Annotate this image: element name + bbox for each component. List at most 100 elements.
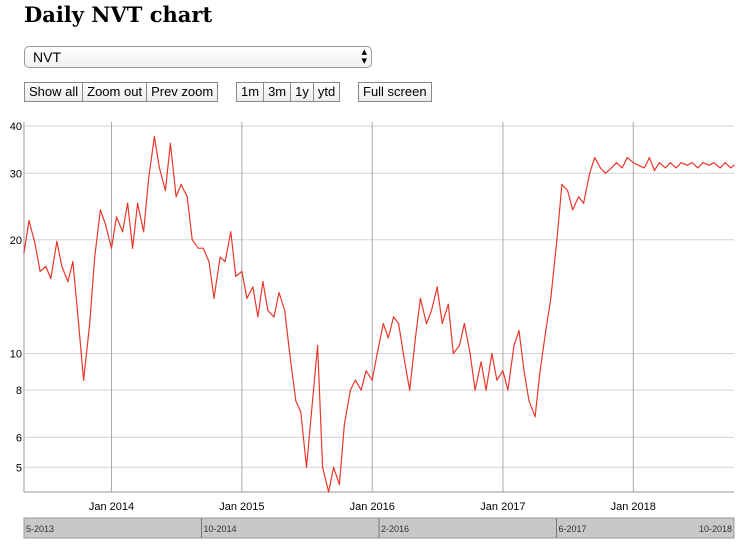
data-point — [436, 286, 438, 288]
data-point — [648, 157, 650, 159]
data-point — [621, 167, 623, 169]
data-point — [61, 265, 63, 268]
data-point — [45, 265, 47, 268]
fullscreen-button[interactable]: Full screen — [358, 82, 432, 102]
data-point — [376, 352, 378, 355]
data-point — [518, 329, 520, 332]
data-point — [626, 157, 628, 159]
data-point — [387, 337, 389, 339]
data-point — [653, 169, 655, 172]
data-point — [398, 323, 400, 325]
data-point — [202, 247, 204, 249]
x-tick-label: Jan 2018 — [611, 501, 656, 513]
prev-zoom-button[interactable]: Prev zoom — [147, 82, 219, 102]
page-title: Daily NVT chart — [24, 2, 213, 27]
data-point — [632, 162, 634, 164]
navigator-label: 6-2017 — [559, 524, 587, 534]
data-point — [186, 196, 188, 198]
data-point — [697, 167, 699, 169]
range-3m-button[interactable]: 3m — [264, 82, 292, 102]
data-point — [23, 251, 25, 254]
data-point — [191, 239, 193, 241]
data-point — [452, 352, 454, 355]
data-point — [404, 361, 406, 363]
data-point — [719, 167, 721, 169]
data-point — [67, 281, 69, 283]
data-point — [594, 157, 596, 159]
navigator-label: 10-2014 — [204, 524, 237, 534]
data-point — [669, 162, 672, 164]
data-point — [136, 202, 139, 204]
data-point — [230, 231, 232, 233]
data-point — [289, 352, 291, 355]
data-point — [485, 389, 487, 391]
data-point — [615, 162, 618, 164]
data-point — [414, 337, 417, 339]
data-point — [664, 167, 667, 169]
data-point — [164, 189, 167, 192]
data-point — [474, 389, 476, 391]
data-point — [246, 297, 248, 299]
data-point — [702, 162, 704, 164]
range-ytd-button[interactable]: ytd — [313, 82, 341, 102]
range-button-group: 1m 3m 1y ytd — [236, 82, 341, 102]
data-point — [733, 164, 735, 166]
data-point — [610, 167, 613, 169]
series-layer — [23, 136, 735, 493]
data-point — [561, 183, 563, 186]
data-point — [89, 323, 91, 325]
data-point — [371, 379, 373, 381]
data-point — [99, 209, 102, 211]
zoom-out-button[interactable]: Zoom out — [83, 82, 148, 102]
fullscreen-button-group: Full screen — [358, 82, 432, 102]
data-point — [78, 323, 80, 325]
data-point — [599, 167, 602, 169]
data-point — [278, 291, 280, 294]
data-point — [566, 189, 569, 192]
data-point — [148, 178, 150, 180]
x-tick-label: Jan 2016 — [350, 501, 395, 513]
data-point — [153, 136, 155, 138]
y-tick-label: 8 — [16, 385, 22, 397]
data-point — [175, 196, 177, 198]
data-point — [534, 416, 536, 418]
data-point — [295, 400, 297, 402]
x-tick-label: Jan 2015 — [219, 501, 264, 513]
data-point — [115, 216, 118, 218]
data-point — [180, 183, 182, 186]
data-point — [131, 247, 134, 249]
x-tick-label: Jan 2017 — [480, 501, 525, 513]
data-point — [419, 297, 422, 299]
data-point — [430, 309, 433, 312]
show-all-button[interactable]: Show all — [24, 82, 84, 102]
data-point — [235, 275, 237, 277]
range-1y-button[interactable]: 1y — [291, 82, 314, 102]
data-point — [56, 240, 58, 243]
data-point — [458, 344, 460, 347]
data-point — [724, 162, 726, 164]
data-point — [556, 239, 558, 241]
data-point — [360, 389, 362, 391]
data-point — [104, 223, 107, 225]
y-tick-label: 10 — [10, 349, 22, 361]
navigator[interactable]: 5-2013 10-2014 2-2016 6-2017 10-2018 — [23, 517, 735, 539]
data-point — [343, 423, 345, 425]
data-point — [158, 167, 160, 169]
data-point — [224, 261, 226, 263]
data-point — [143, 231, 145, 233]
asset-select[interactable]: NVT ▴ ▾ — [24, 46, 372, 68]
data-point — [409, 389, 411, 391]
data-point — [50, 277, 52, 280]
data-point — [507, 389, 509, 391]
range-1m-button[interactable]: 1m — [236, 82, 265, 102]
data-point — [708, 164, 710, 166]
x-axis-ticks: Jan 2014 Jan 2015 Jan 2016 Jan 2017 Jan 2018 — [89, 501, 656, 513]
data-point — [110, 247, 113, 249]
data-point — [333, 466, 335, 468]
data-point — [365, 370, 367, 372]
data-point — [262, 281, 264, 283]
data-point — [382, 323, 384, 325]
y-tick-label: 6 — [16, 432, 22, 444]
data-point — [502, 370, 504, 372]
